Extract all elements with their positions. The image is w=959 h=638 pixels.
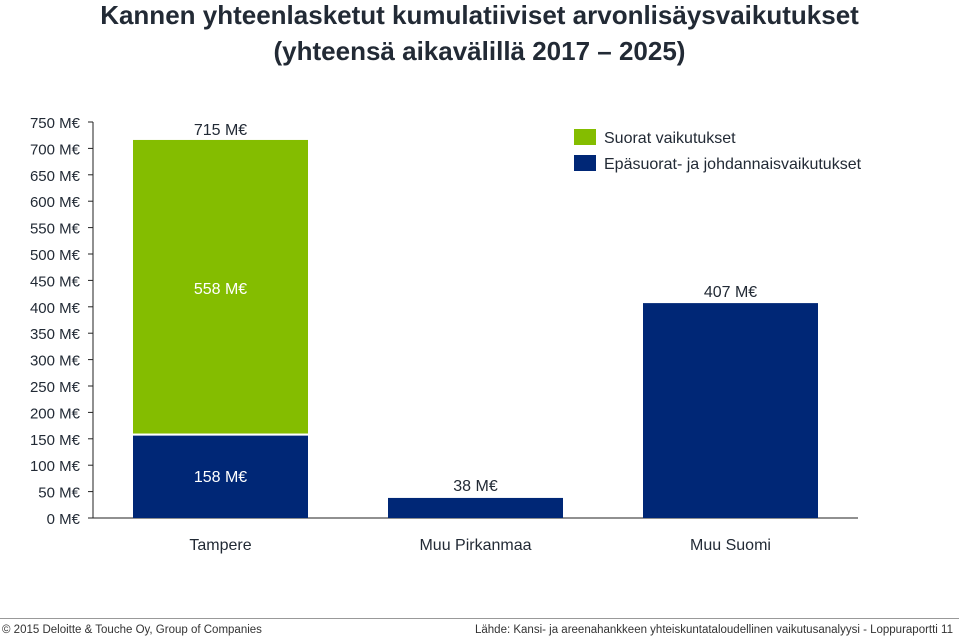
x-tick-label: Tampere	[189, 537, 251, 554]
copyright-text: © 2015 Deloitte & Touche Oy, Group of Co…	[2, 624, 262, 636]
y-tick-label: 450 M€	[30, 273, 81, 290]
x-tick-label: Muu Suomi	[690, 537, 771, 554]
y-tick-label: 200 M€	[30, 405, 81, 422]
y-tick-label: 50 M€	[38, 485, 80, 502]
total-label: 715 M€	[194, 122, 247, 139]
y-tick-label: 750 M€	[30, 115, 81, 132]
y-tick-label: 250 M€	[30, 379, 81, 396]
bar-indirect	[133, 434, 308, 518]
chart-subtitle: (yhteensä aikavälillä 2017 – 2025)	[273, 36, 686, 66]
y-tick-label: 150 M€	[30, 432, 81, 449]
data-label: 407 M€	[704, 284, 757, 301]
bar-chart: 0 M€ 50 M€ 100 M€ 150 M€ 200 M€ 250 M€ 300 M€ 3…	[30, 115, 862, 554]
chart-title: Kannen yhteenlasketut kumulatiiviset arv…	[100, 0, 859, 30]
legend-label: Suorat vaikutukset	[604, 130, 736, 147]
bar-indirect	[643, 303, 818, 518]
y-tick-label: 600 M€	[30, 194, 81, 211]
y-tick-label: 650 M€	[30, 168, 81, 185]
y-tick-label: 700 M€	[30, 141, 81, 158]
legend-label: Epäsuorat- ja johdannaisvaikutukset	[604, 156, 862, 173]
y-tick-label: 500 M€	[30, 247, 81, 264]
data-label: 38 M€	[453, 478, 498, 495]
legend-swatch	[574, 129, 596, 145]
bar-direct	[133, 139, 308, 434]
bar-indirect	[388, 497, 563, 518]
footer-divider	[0, 618, 959, 619]
y-tick-label: 400 M€	[30, 300, 81, 317]
x-tick-label: Muu Pirkanmaa	[419, 537, 531, 554]
source-text: Lähde: Kansi- ja areenahankkeen yhteisku…	[475, 624, 953, 636]
y-tick-label: 100 M€	[30, 458, 81, 475]
y-tick-label: 300 M€	[30, 353, 81, 370]
y-tick-label: 550 M€	[30, 221, 81, 238]
legend-swatch	[574, 155, 596, 171]
data-label: 558 M€	[194, 281, 247, 298]
y-tick-label: 0 M€	[47, 511, 81, 528]
y-tick-label: 350 M€	[30, 326, 81, 343]
data-label: 158 M€	[194, 469, 247, 486]
